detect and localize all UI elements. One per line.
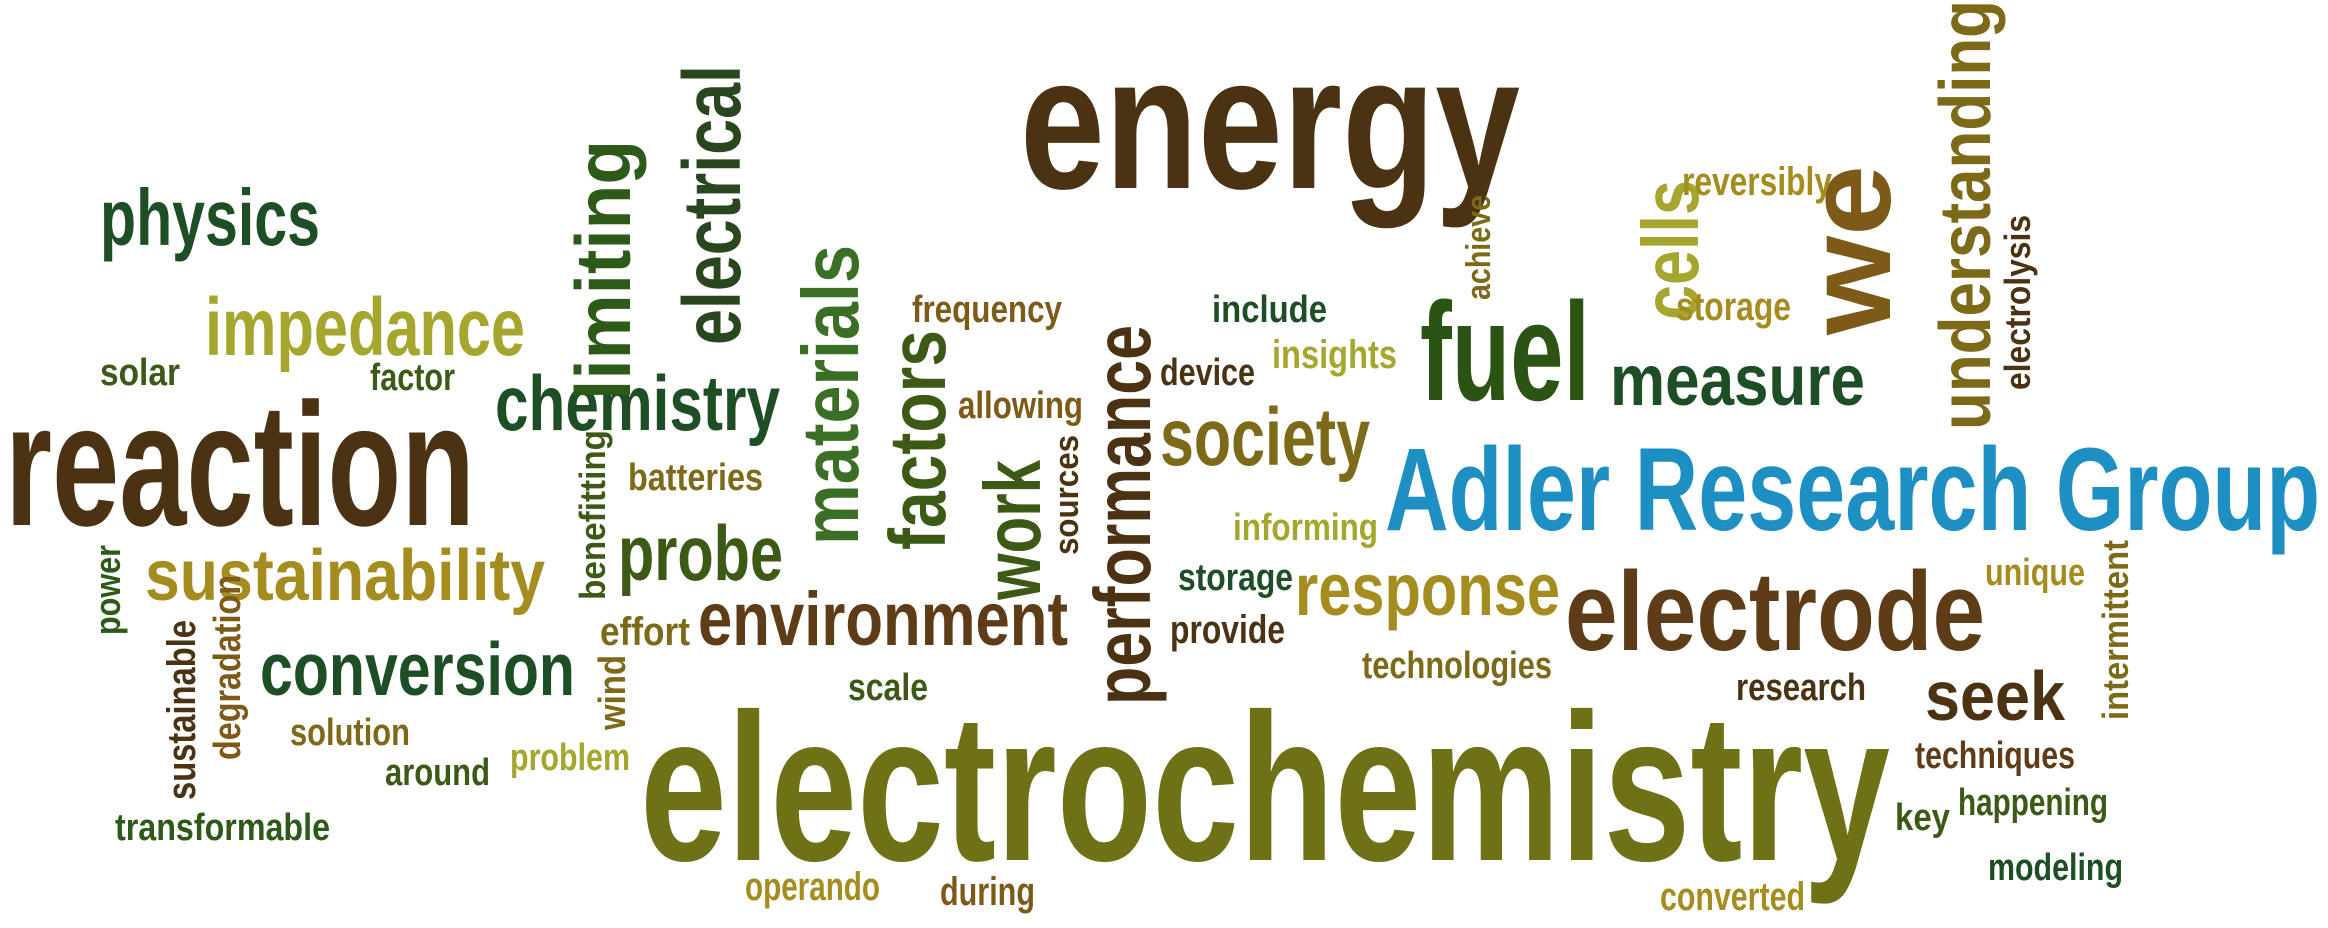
word-environment: environment: [698, 577, 1068, 662]
word-electrical: electrical: [667, 65, 758, 345]
word-key: key: [1895, 797, 1950, 839]
word-work: work: [968, 460, 1057, 601]
word-understanding: understanding: [1926, 0, 2006, 430]
word-reaction: reaction: [5, 368, 475, 563]
word-power: power: [87, 545, 128, 635]
word-seek: seek: [1925, 657, 2065, 735]
word-adler-research-group: Adler Research Group: [1385, 424, 2320, 556]
word-include: include: [1212, 289, 1327, 331]
word-wind: wind: [592, 655, 634, 731]
word-materials: materials: [786, 245, 875, 545]
word-reversibly: reversibly: [1682, 160, 1833, 204]
word-benefitting: benefitting: [572, 430, 613, 600]
word-impedance: impedance: [205, 282, 525, 373]
word-probe: probe: [618, 509, 783, 597]
word-electrolysis: electrolysis: [1997, 215, 2038, 390]
word-performance: performance: [1078, 325, 1167, 705]
word-energy: energy: [1020, 17, 1520, 229]
word-allowing: allowing: [958, 385, 1083, 427]
word-device: device: [1160, 352, 1255, 394]
word-scale: scale: [848, 667, 928, 709]
word-solar: solar: [100, 352, 180, 394]
word-group: energy electrochemistry reaction Adler Rese…: [5, 0, 2320, 919]
word-research: research: [1736, 667, 1866, 709]
word-electrode: electrode: [1565, 549, 1985, 674]
word-insights: insights: [1272, 333, 1397, 377]
word-physics: physics: [100, 173, 320, 262]
word-techniques: techniques: [1915, 735, 2075, 777]
word-batteries: batteries: [628, 457, 763, 499]
word-electrochemistry: electrochemistry: [640, 670, 1890, 905]
word-happening: happening: [1958, 782, 2108, 824]
word-solution: solution: [290, 712, 410, 754]
word-achieve: achieve: [1460, 195, 1498, 300]
word-conversion: conversion: [260, 627, 575, 711]
word-response: response: [1295, 548, 1560, 631]
word-factor: factor: [370, 357, 455, 399]
word-effort: effort: [600, 610, 690, 654]
word-fuel: fuel: [1420, 273, 1590, 430]
word-factors: factors: [873, 330, 962, 550]
word-sustainability: sustainability: [145, 536, 545, 616]
word-transformable: transformable: [115, 807, 330, 849]
word-we: we: [1782, 165, 1916, 336]
word-around: around: [385, 752, 490, 794]
word-society: society: [1160, 392, 1370, 483]
word-storage: storage: [1676, 285, 1791, 329]
word-informing: informing: [1233, 507, 1378, 549]
word-chemistry: chemistry: [495, 359, 780, 447]
word-operando: operando: [745, 865, 880, 909]
word-provide: provide: [1170, 608, 1285, 652]
word-sources: sources: [1048, 435, 1086, 555]
word-degradation: degradation: [207, 575, 249, 760]
word-intermittent: intermittent: [2095, 540, 2136, 720]
word-storage: storage: [1178, 557, 1293, 599]
word-during: during: [940, 870, 1035, 914]
word-technologies: technologies: [1362, 645, 1552, 687]
word-modeling: modeling: [1988, 847, 2123, 889]
word-unique: unique: [1985, 552, 2085, 594]
word-converted: converted: [1660, 875, 1805, 919]
word-sustainable: sustainable: [160, 620, 204, 800]
word-cells: cells: [1626, 180, 1715, 320]
word-limiting: limiting: [559, 140, 647, 400]
word-frequency: frequency: [912, 289, 1062, 331]
word-problem: problem: [510, 737, 630, 779]
word-measure: measure: [1610, 341, 1865, 421]
